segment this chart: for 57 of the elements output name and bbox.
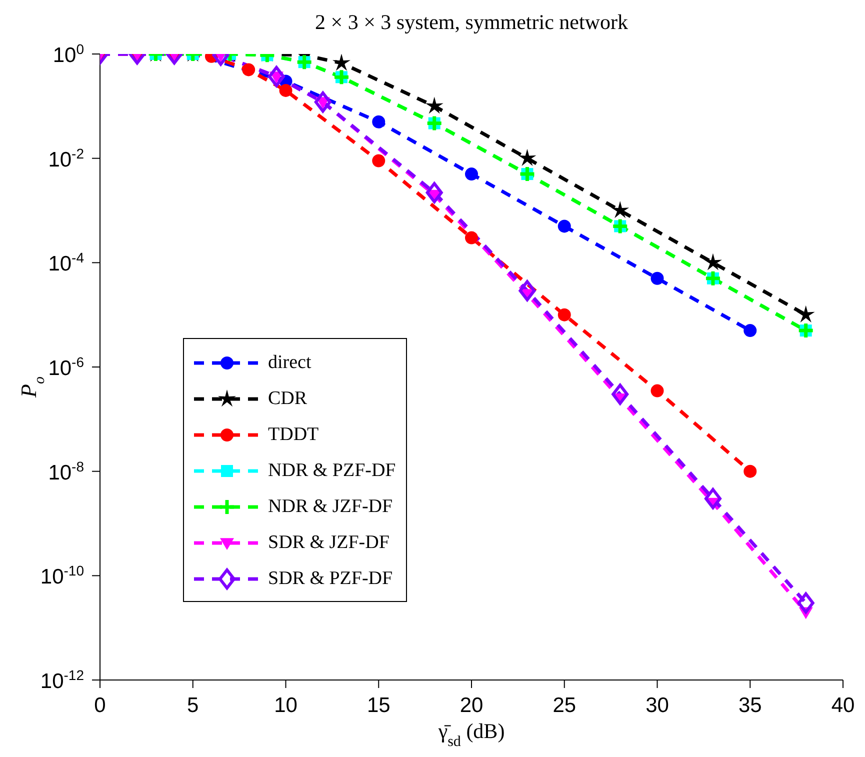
point	[425, 96, 444, 114]
legend-label: direct	[268, 352, 312, 374]
x-tick-label: 0	[94, 694, 106, 717]
point	[650, 384, 664, 398]
chart-title: 2 × 3 × 3 system, symmetric network	[315, 10, 628, 34]
point	[296, 54, 314, 71]
point	[426, 182, 443, 204]
x-tick-label: 35	[738, 694, 762, 717]
x-tick-label: 20	[460, 694, 484, 717]
y-tick-label: 10$^{-10}$	[40, 562, 84, 589]
point	[518, 280, 536, 302]
point	[242, 63, 256, 76]
point	[465, 231, 478, 244]
y-tick-label: 10$^{-2}$	[48, 145, 84, 172]
point	[704, 253, 722, 270]
point	[611, 217, 629, 235]
x-tick-label: 30	[646, 694, 669, 717]
point	[465, 168, 478, 181]
x-tick-label: 10	[274, 694, 298, 717]
legend-label: NDR & PZF-DF	[268, 460, 396, 482]
y-tick-label: 10$^{-8}$	[48, 458, 84, 484]
point	[704, 488, 722, 510]
legend-label: SDR & PZF-DF	[268, 568, 393, 590]
point	[314, 91, 332, 113]
x-tick-label: 40	[831, 694, 855, 717]
point	[558, 220, 571, 233]
y-tick-label: 10$^{-4}$	[48, 250, 84, 276]
y-tick-label: 10$^{-6}$	[48, 354, 84, 380]
point	[332, 68, 350, 86]
point	[650, 272, 664, 285]
x-tick-label: 25	[552, 694, 576, 717]
legend-label: TDDT	[268, 424, 319, 446]
x-axis-title: γ̄$_{sd}$ (dB)	[437, 719, 505, 750]
legend-label: SDR & JZF-DF	[268, 532, 390, 554]
legend-label: NDR & JZF-DF	[268, 496, 393, 518]
point	[744, 464, 757, 478]
point	[558, 308, 571, 322]
point	[518, 165, 536, 183]
point	[744, 324, 757, 338]
point	[372, 115, 386, 128]
point	[611, 201, 630, 218]
point	[426, 114, 444, 132]
point	[332, 54, 350, 71]
point	[612, 384, 629, 405]
point	[279, 84, 292, 97]
point	[796, 305, 815, 322]
point	[268, 66, 285, 88]
y-tick-label: 10$^{0}$	[52, 41, 84, 67]
point	[372, 154, 386, 168]
legend-label: CDR	[268, 388, 308, 410]
point	[797, 592, 814, 614]
x-tick-label: 15	[366, 694, 390, 717]
point	[518, 148, 536, 166]
x-tick-label: 5	[187, 694, 199, 717]
y-tick-label: 10$^{-12}$	[40, 667, 84, 693]
point	[704, 270, 722, 288]
point	[797, 322, 815, 340]
